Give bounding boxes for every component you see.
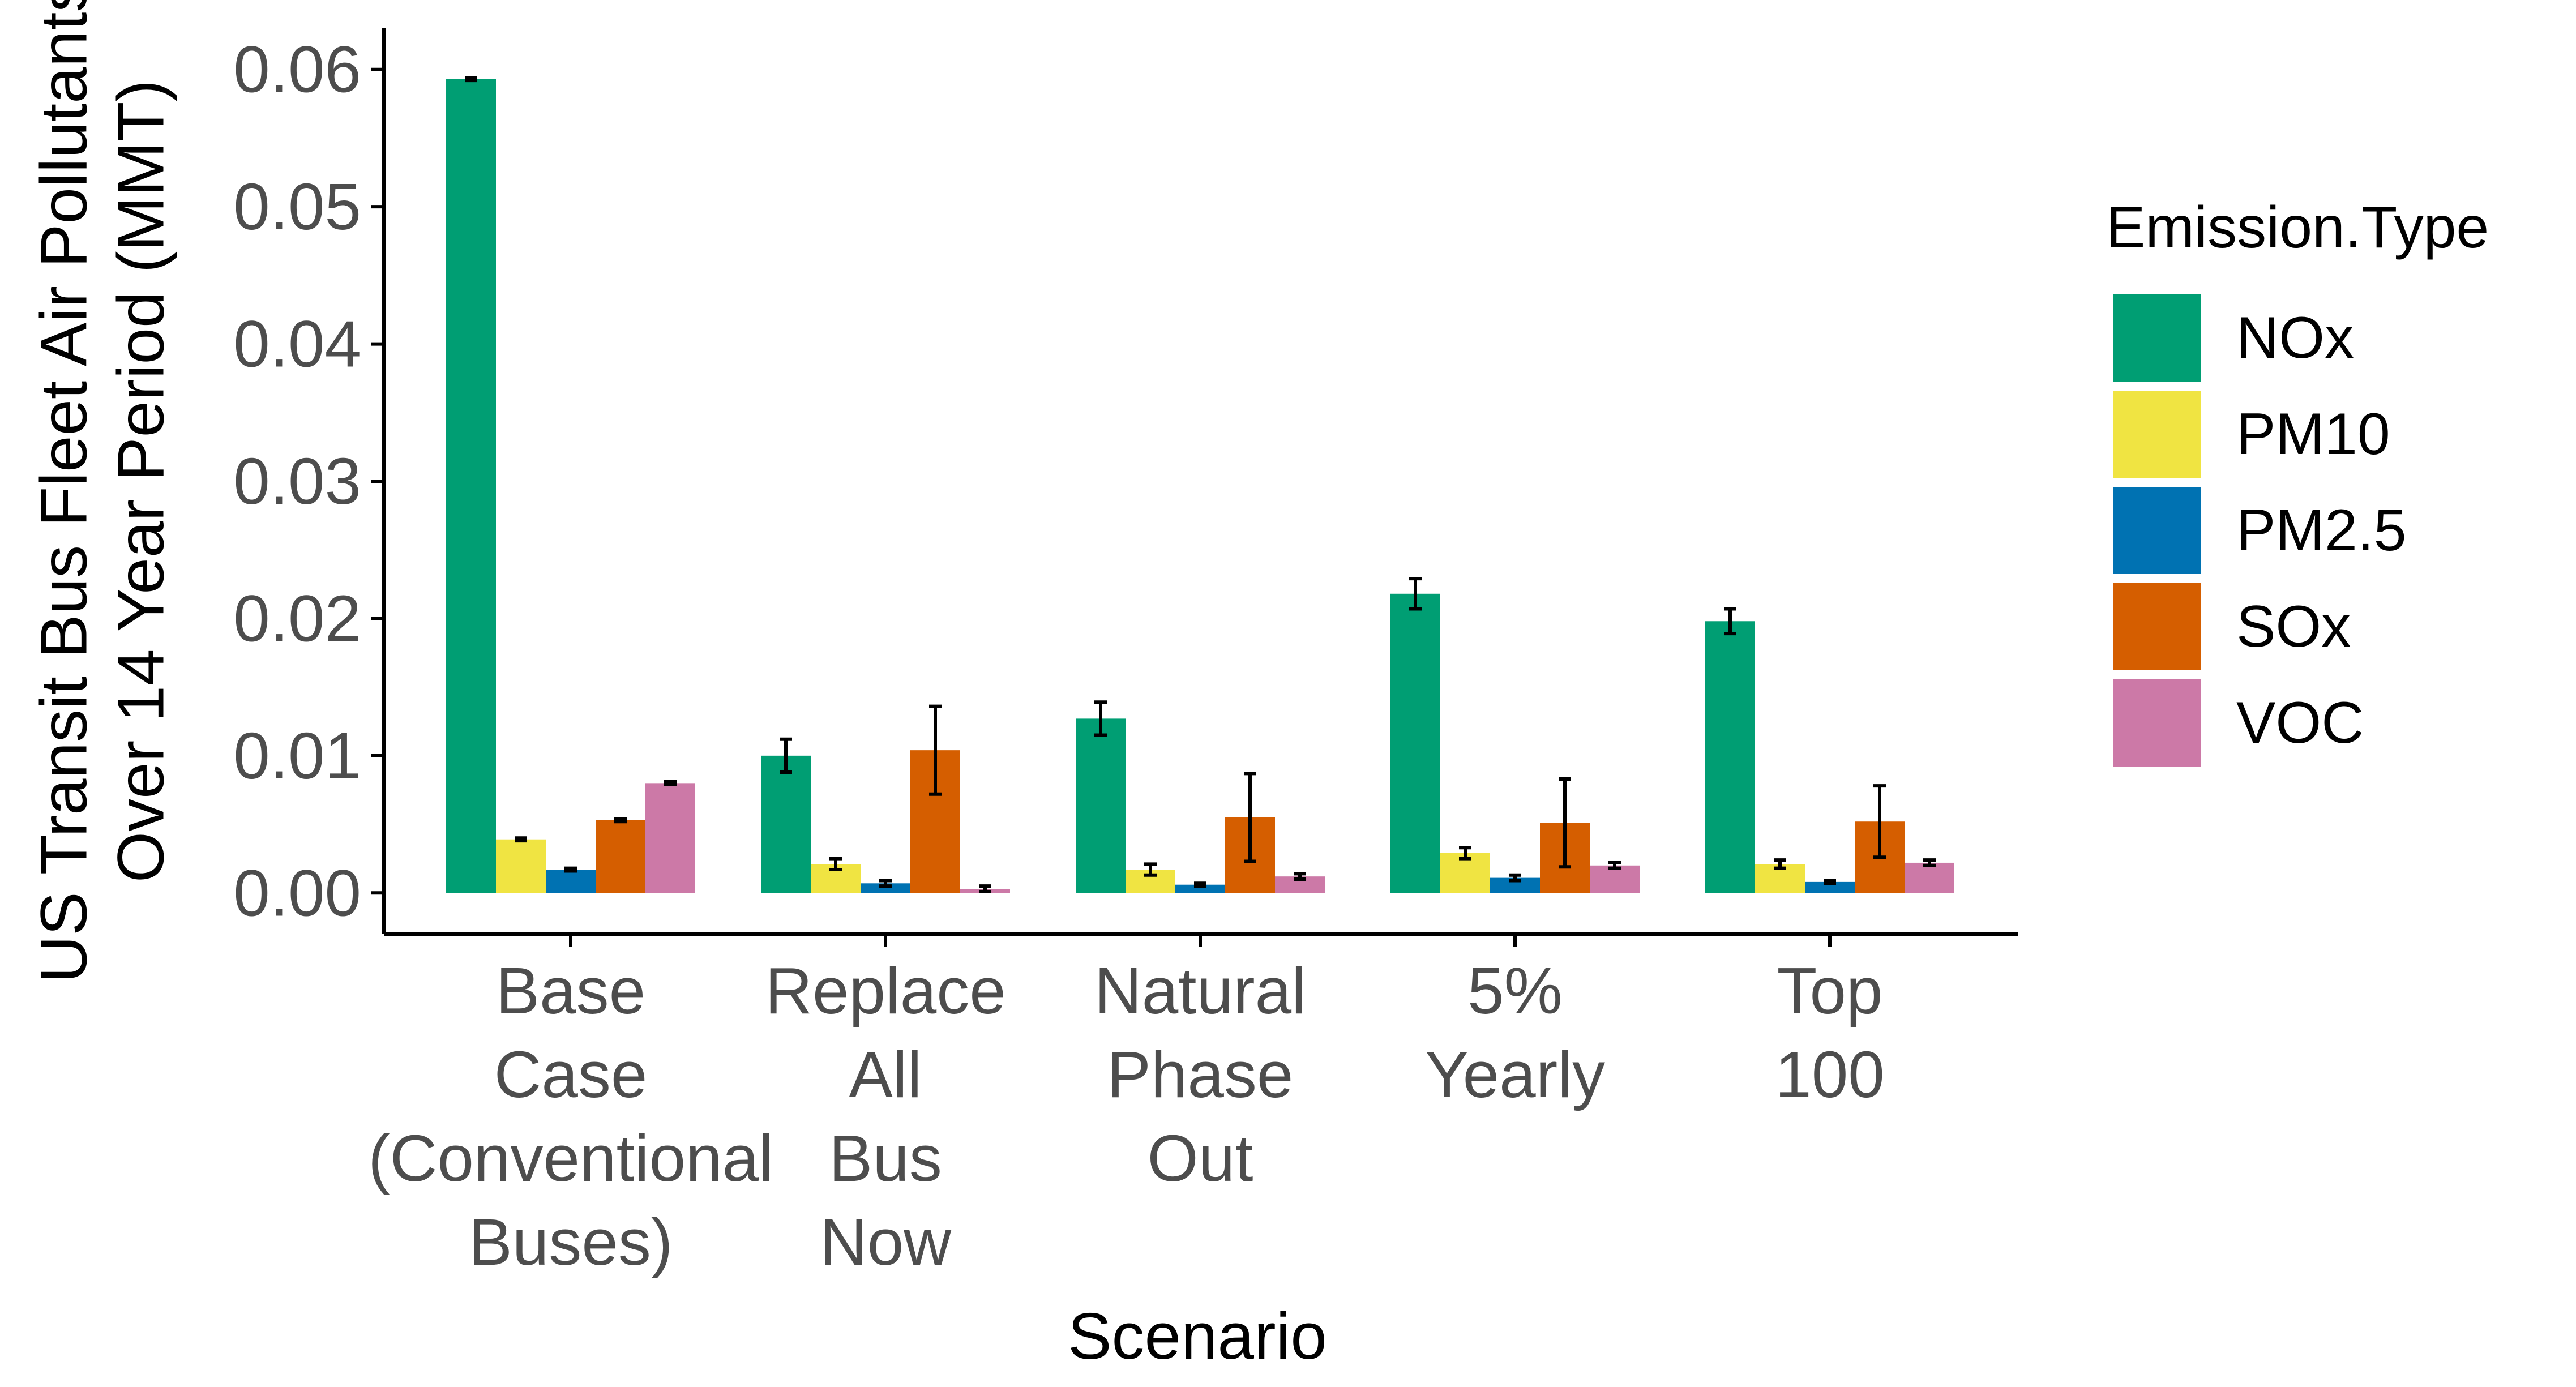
bar-voc-3: [1590, 865, 1640, 893]
bar-nox-1: [761, 755, 811, 893]
x-axis-ticks: Base Case (Conventional Buses)Replace All Bus…: [368, 934, 1885, 1279]
y-axis-title: US Transit Bus Fleet Air Pollutants Over …: [27, 0, 178, 983]
legend-key-nox: [2110, 291, 2204, 385]
x-tick-label: Top 100: [1775, 954, 1885, 1111]
legend-key-pm10: [2110, 387, 2204, 481]
bar-nox-3: [1390, 593, 1440, 893]
legend-title: Emission.Type: [2106, 195, 2489, 260]
y-tick-label: 0.02: [233, 581, 361, 655]
legend-label: NOx: [2236, 305, 2354, 371]
y-tick-label: 0.01: [233, 719, 361, 793]
bar-voc-0: [645, 783, 695, 893]
x-tick-label: Base Case (Conventional Buses): [368, 954, 773, 1279]
legend-label: VOC: [2236, 690, 2364, 756]
legend-key-pm25: [2110, 483, 2204, 577]
bar-pm25-2: [1175, 884, 1225, 893]
bar-nox-4: [1705, 621, 1755, 893]
bars: [446, 79, 1954, 893]
legend-key-sox: [2110, 580, 2204, 674]
y-axis-ticks: 0.00 0.01 0.02 0.03 0.04 0.05 0.06: [233, 33, 384, 930]
legend-label: SOx: [2236, 594, 2351, 660]
bar-nox-0: [446, 79, 496, 893]
y-tick-label: 0.04: [233, 307, 361, 381]
legend-items: NOx PM10 PM2.5 SOx VOC: [2110, 291, 2407, 770]
y-tick-label: 0.05: [233, 170, 361, 243]
bar-pm25-1: [861, 883, 910, 893]
legend-key-voc: [2110, 676, 2204, 770]
x-tick-label: Replace All Bus Now: [765, 954, 1006, 1279]
x-axis-title: Scenario: [1068, 1299, 1327, 1373]
legend-label: PM10: [2236, 401, 2390, 467]
y-tick-label: 0.00: [233, 856, 361, 930]
bar-pm25-4: [1805, 881, 1855, 893]
bar-voc-4: [1905, 862, 1954, 893]
bar-nox-2: [1076, 718, 1126, 893]
bar-pm10-0: [496, 839, 546, 893]
legend-label: PM2.5: [2236, 498, 2407, 563]
error-bars: [465, 76, 1936, 893]
x-tick-label: 5% Yearly: [1425, 954, 1605, 1111]
axes: [382, 28, 2018, 936]
x-tick-label: Natural Phase Out: [1094, 954, 1306, 1195]
y-axis-title-line-1: Over 14 Year Period (MMT): [104, 80, 178, 883]
bar-pm25-0: [546, 870, 596, 893]
y-tick-label: 0.03: [233, 444, 361, 518]
y-tick-label: 0.06: [233, 33, 361, 106]
y-axis-title-line-0: US Transit Bus Fleet Air Pollutants: [27, 0, 101, 983]
bar-sox-0: [596, 820, 645, 893]
legend: Emission.Type NOx PM10 PM2.5 SOx VOC: [2106, 195, 2489, 770]
